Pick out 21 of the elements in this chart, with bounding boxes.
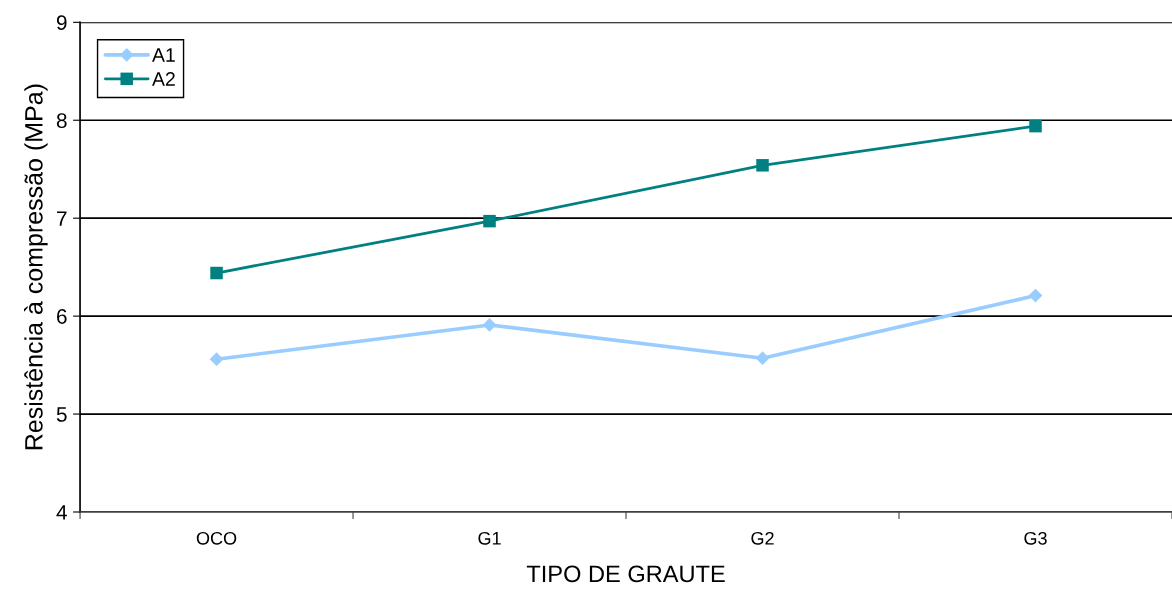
- point: [210, 266, 223, 280]
- x-tick-label: G3: [1024, 531, 1047, 545]
- point: [1029, 119, 1042, 133]
- x-tick-label: G2: [751, 531, 774, 545]
- point: [482, 318, 497, 332]
- point: [756, 159, 769, 172]
- y-tick-label: 5: [56, 407, 67, 422]
- y-axis-title: Resistência à compressão (MPa): [24, 84, 48, 450]
- y-tick-label: 6: [57, 309, 67, 324]
- point: [755, 351, 770, 366]
- legend-label: A1: [152, 48, 175, 62]
- y-tick-label: 4: [56, 505, 67, 520]
- x-axis-title: TIPO DE GRAUTE: [526, 565, 725, 583]
- x-tick-label: G1: [478, 531, 501, 545]
- x-tick-label: OCO: [196, 531, 237, 545]
- y-tick-label: 7: [57, 211, 67, 226]
- y-tick-label: 9: [56, 15, 67, 31]
- point: [209, 352, 224, 367]
- point: [483, 214, 496, 228]
- y-tick-label: 8: [56, 113, 67, 128]
- legend-label: A2: [152, 72, 175, 86]
